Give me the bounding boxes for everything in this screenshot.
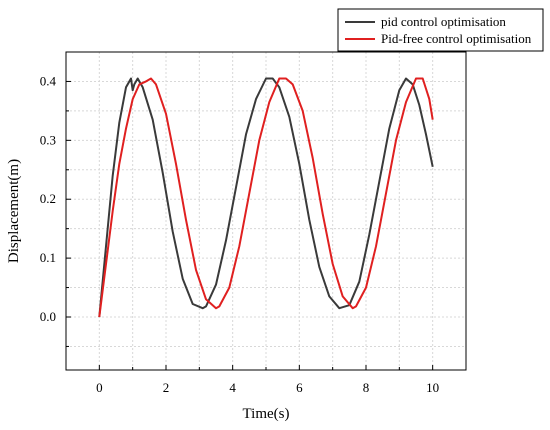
series-line-0 [98, 77, 434, 318]
y-tick-label: 0.4 [40, 73, 57, 88]
y-tick-label: 0.2 [40, 191, 56, 206]
x-tick-label: 8 [363, 380, 370, 395]
x-tick-label: 0 [96, 380, 103, 395]
y-axis-title: Displacement(m) [6, 159, 22, 263]
x-tick-label: 4 [229, 380, 236, 395]
ticks: 0 2 4 6 8 10 0.0 0.1 0.2 0.3 0.4 [40, 73, 467, 395]
legend: pid control optimisation Pid-free contro… [337, 8, 544, 52]
legend-label-pid-free: Pid-free control optimisation [381, 31, 532, 46]
x-tick-label: 2 [163, 380, 170, 395]
x-axis-title: Time(s) [243, 406, 290, 422]
y-tick-label: 0.0 [40, 309, 56, 324]
x-tick-label: 6 [296, 380, 303, 395]
series-layer [98, 77, 434, 318]
y-tick-label: 0.3 [40, 132, 56, 147]
y-tick-label: 0.1 [40, 250, 56, 265]
legend-label-pid: pid control optimisation [381, 14, 506, 29]
legend-box [337, 8, 544, 52]
x-tick-label: 10 [426, 380, 439, 395]
grid [65, 52, 467, 370]
series-line-1 [98, 77, 434, 318]
